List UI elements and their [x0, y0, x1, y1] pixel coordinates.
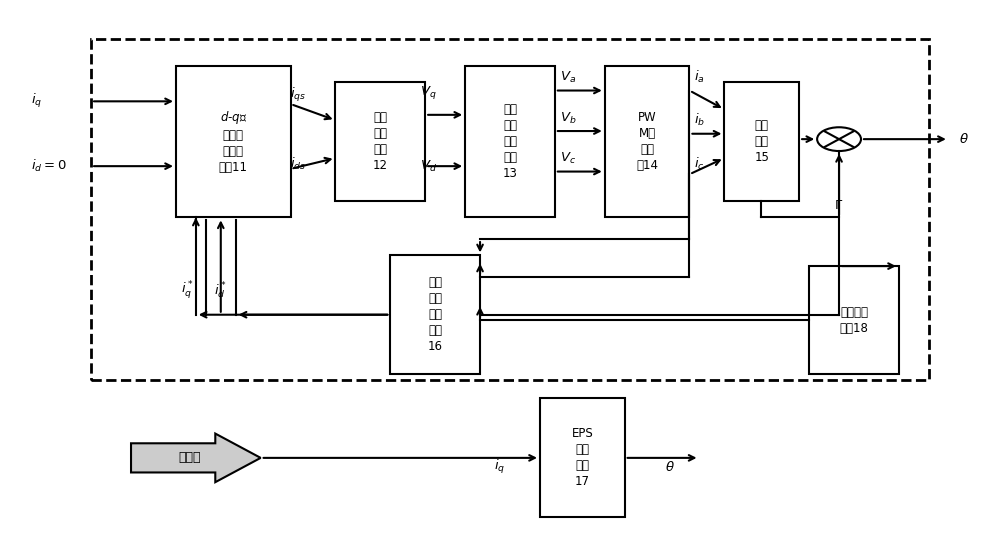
Text: $V_q$: $V_q$ — [420, 84, 436, 102]
Text: $i_{ds}$: $i_{ds}$ — [290, 155, 307, 172]
Text: EPS
电机
系统
17: EPS 电机 系统 17 — [571, 427, 593, 488]
Text: 矢量
控制
模块
12: 矢量 控制 模块 12 — [373, 111, 388, 172]
Text: $i_a$: $i_a$ — [694, 69, 705, 85]
FancyBboxPatch shape — [809, 266, 899, 374]
Text: $i_q^*$: $i_q^*$ — [181, 279, 194, 301]
FancyBboxPatch shape — [724, 83, 799, 201]
FancyBboxPatch shape — [335, 83, 425, 201]
Text: 交流
电机
15: 交流 电机 15 — [754, 119, 769, 165]
Text: $\theta$: $\theta$ — [959, 132, 969, 146]
Text: PW
M调
节模
块14: PW M调 节模 块14 — [636, 111, 658, 172]
Text: $\theta$: $\theta$ — [665, 460, 674, 474]
FancyBboxPatch shape — [540, 399, 625, 517]
Text: $V_a$: $V_a$ — [560, 70, 576, 85]
Text: $d$-$q$轴
电流解
耦控制
模块11: $d$-$q$轴 电流解 耦控制 模块11 — [219, 109, 248, 174]
Text: 电流
坐标
变换
模块
16: 电流 坐标 变换 模块 16 — [428, 276, 443, 353]
Text: $i_q$: $i_q$ — [31, 92, 43, 110]
Polygon shape — [131, 433, 261, 482]
FancyBboxPatch shape — [176, 66, 291, 218]
Text: $i_b$: $i_b$ — [694, 112, 705, 128]
Text: $V_b$: $V_b$ — [560, 111, 576, 125]
Text: 等效为: 等效为 — [178, 451, 201, 464]
Text: $i_c$: $i_c$ — [694, 155, 705, 172]
Text: $V_c$: $V_c$ — [560, 151, 576, 166]
FancyBboxPatch shape — [465, 66, 555, 218]
FancyBboxPatch shape — [605, 66, 689, 218]
FancyBboxPatch shape — [390, 255, 480, 374]
Text: 扰动检测
模块18: 扰动检测 模块18 — [840, 306, 868, 334]
Text: $i_d^*$: $i_d^*$ — [214, 281, 227, 301]
Text: $i_{qs}$: $i_{qs}$ — [290, 86, 307, 104]
Text: $i_q$: $i_q$ — [494, 458, 506, 476]
Text: 电压
坐标
变换
模块
13: 电压 坐标 变换 模块 13 — [503, 103, 517, 180]
Text: $\Gamma$: $\Gamma$ — [834, 199, 844, 212]
Text: $V_d$: $V_d$ — [420, 159, 437, 174]
Text: $i_d=0$: $i_d=0$ — [31, 158, 67, 174]
